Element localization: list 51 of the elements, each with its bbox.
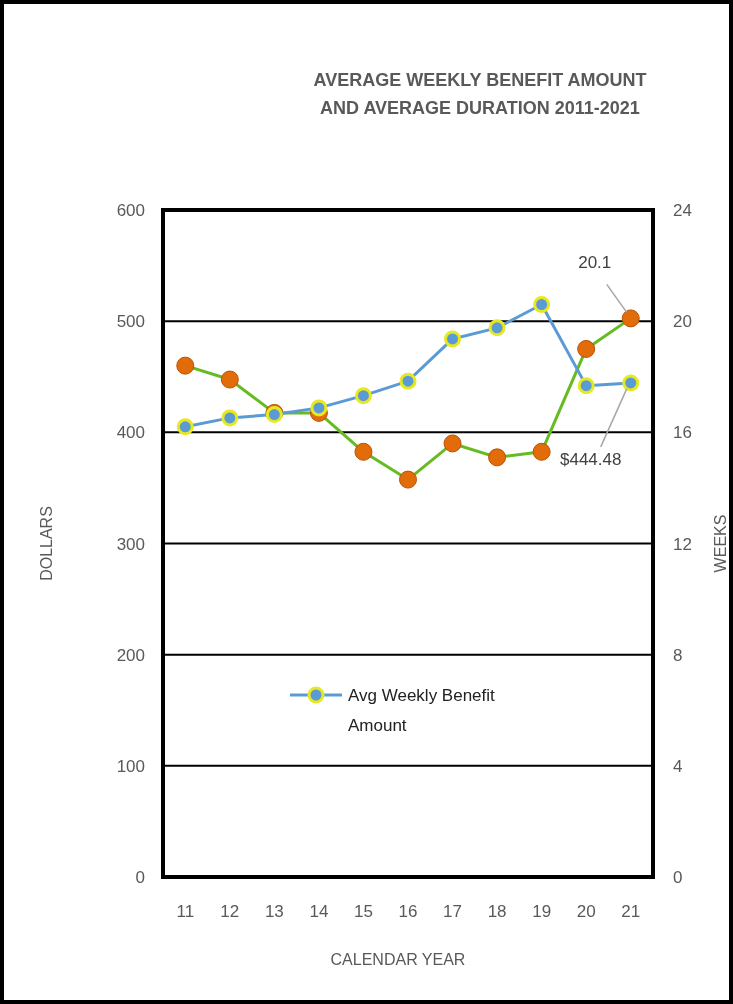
point [488,448,507,467]
y-tick-label: 400 [116,423,145,443]
point [310,399,328,417]
x-tick-label: 14 [309,902,329,921]
point [533,295,551,313]
point [444,330,462,348]
y-tick-label: 300 [116,534,145,554]
x-tick-label: 12 [220,902,240,921]
legend-label: Avg Weekly Benefit Amount [348,686,496,735]
y-tick-label: 500 [116,312,145,332]
point [176,418,194,436]
y-axis-title: DOLLARS [38,506,55,581]
point [622,374,640,392]
y-tick-label: 0 [135,868,145,887]
point [399,470,417,489]
point [221,409,239,427]
x-tick-label: 16 [398,902,418,921]
y2-tick-label: 0 [673,868,683,887]
x-tick-label: 19 [532,902,552,921]
y2-axis-title: WEEKS [712,514,729,573]
data-label: $444.48 [560,449,622,469]
point [354,442,373,461]
x-tick-label: 11 [176,902,195,921]
point [577,377,595,395]
point [176,356,195,375]
point [354,387,372,405]
x-tick-label: 17 [443,902,463,921]
chart-title: AVERAGE WEEKLY BENEFIT AMOUNT AND AVERAGE DURATION 2011-2021 [313,70,647,118]
y2-tick-label: 20 [673,312,692,332]
point [488,319,506,337]
y-tick-label: 600 [116,201,145,220]
y2-tick-label: 4 [673,756,683,776]
point [220,370,239,389]
y-tick-label: 100 [116,756,145,776]
x-axis-title: CALENDAR YEAR [330,951,466,968]
y-tick-label: 200 [116,645,145,665]
x-tick-label: 18 [487,902,507,921]
data-label: 20.1 [578,253,612,273]
point [532,442,551,461]
y2-tick-label: 12 [673,534,692,554]
x-tick-label: 20 [576,902,596,921]
y2-tick-label: 24 [673,201,692,220]
point [577,339,596,358]
point [443,434,462,453]
y2-tick-label: 16 [673,423,692,443]
point [621,309,640,328]
x-tick-label: 21 [621,902,641,921]
y2-tick-label: 8 [673,645,683,665]
x-tick-label: 15 [353,902,373,921]
point [399,372,417,390]
x-tick-label: 13 [264,902,284,921]
